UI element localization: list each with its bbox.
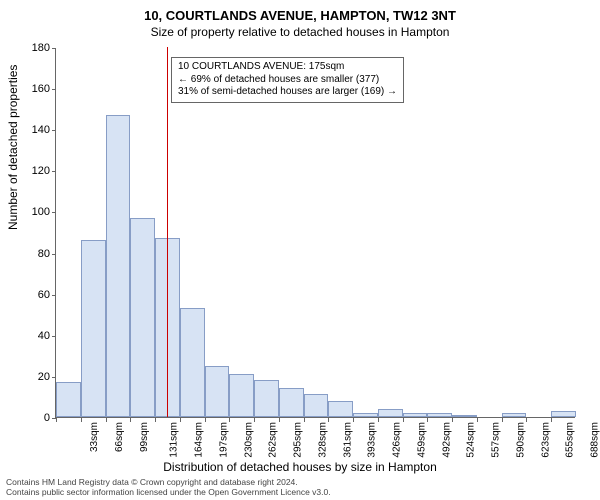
ytick-label: 40 <box>20 330 50 342</box>
xtick-label: 557sqm <box>491 422 502 458</box>
xtick-mark <box>279 418 280 422</box>
xtick-label: 197sqm <box>218 422 229 458</box>
histogram-bar <box>328 401 353 417</box>
xtick-label: 164sqm <box>194 422 205 458</box>
histogram-bar <box>81 240 106 417</box>
histogram-bar <box>205 366 230 417</box>
xtick-label: 623sqm <box>540 422 551 458</box>
xtick-mark <box>56 418 57 422</box>
xtick-label: 688sqm <box>590 422 600 458</box>
ytick-mark <box>52 377 56 378</box>
annotation-line: 10 COURTLANDS AVENUE: 175sqm <box>178 61 397 74</box>
reference-line <box>167 47 168 417</box>
annotation-box: 10 COURTLANDS AVENUE: 175sqm← 69% of det… <box>171 57 404 103</box>
histogram-bar <box>378 409 403 417</box>
xtick-label: 590sqm <box>516 422 527 458</box>
histogram-bar <box>56 382 81 417</box>
xtick-mark <box>526 418 527 422</box>
xtick-label: 492sqm <box>441 422 452 458</box>
ytick-mark <box>52 89 56 90</box>
histogram-bar <box>130 218 155 417</box>
footnote-line-2: Contains public sector information licen… <box>6 488 331 498</box>
xtick-mark <box>477 418 478 422</box>
annotation-line: ← 69% of detached houses are smaller (37… <box>178 74 397 87</box>
xtick-mark <box>81 418 82 422</box>
ytick-mark <box>52 254 56 255</box>
xtick-label: 33sqm <box>89 422 100 452</box>
histogram-bar <box>551 411 576 417</box>
histogram-bar <box>229 374 254 417</box>
xtick-label: 66sqm <box>114 422 125 452</box>
ytick-label: 60 <box>20 289 50 301</box>
histogram-bar <box>254 380 279 417</box>
histogram-bar <box>452 415 477 417</box>
xtick-mark <box>452 418 453 422</box>
annotation-line: 31% of semi-detached houses are larger (… <box>178 86 397 99</box>
histogram-bar <box>304 394 329 417</box>
ytick-label: 140 <box>20 124 50 136</box>
xtick-label: 328sqm <box>317 422 328 458</box>
y-axis-label: Number of detached properties <box>6 65 20 230</box>
ytick-mark <box>52 295 56 296</box>
ytick-label: 0 <box>20 412 50 424</box>
xtick-mark <box>502 418 503 422</box>
xtick-mark <box>205 418 206 422</box>
xtick-mark <box>403 418 404 422</box>
ytick-mark <box>52 336 56 337</box>
xtick-label: 393sqm <box>367 422 378 458</box>
footnote: Contains HM Land Registry data © Crown c… <box>6 478 331 498</box>
histogram-bar <box>502 413 527 417</box>
page-title: 10, COURTLANDS AVENUE, HAMPTON, TW12 3NT <box>0 0 600 23</box>
histogram-bar <box>403 413 428 417</box>
xtick-mark <box>378 418 379 422</box>
xtick-mark <box>254 418 255 422</box>
ytick-mark <box>52 130 56 131</box>
histogram-bar <box>279 388 304 417</box>
xtick-label: 295sqm <box>293 422 304 458</box>
ytick-label: 120 <box>20 165 50 177</box>
xtick-label: 459sqm <box>416 422 427 458</box>
histogram-bar <box>353 413 378 417</box>
xtick-mark <box>328 418 329 422</box>
histogram-bar <box>427 413 452 417</box>
ytick-label: 80 <box>20 248 50 260</box>
histogram-bar <box>180 308 205 417</box>
ytick-mark <box>52 171 56 172</box>
xtick-label: 655sqm <box>565 422 576 458</box>
xtick-label: 262sqm <box>268 422 279 458</box>
xtick-mark <box>229 418 230 422</box>
plot-area-wrap: 02040608010012014016018033sqm66sqm99sqm1… <box>55 48 575 418</box>
xtick-mark <box>353 418 354 422</box>
xtick-mark <box>304 418 305 422</box>
x-axis-label: Distribution of detached houses by size … <box>0 460 600 474</box>
xtick-label: 426sqm <box>392 422 403 458</box>
ytick-mark <box>52 212 56 213</box>
plot-area: 02040608010012014016018033sqm66sqm99sqm1… <box>55 48 575 418</box>
xtick-mark <box>155 418 156 422</box>
xtick-label: 131sqm <box>169 422 180 458</box>
page-subtitle: Size of property relative to detached ho… <box>0 25 600 39</box>
ytick-label: 100 <box>20 206 50 218</box>
xtick-mark <box>551 418 552 422</box>
xtick-label: 361sqm <box>342 422 353 458</box>
xtick-mark <box>106 418 107 422</box>
xtick-label: 230sqm <box>243 422 254 458</box>
chart-container: 10, COURTLANDS AVENUE, HAMPTON, TW12 3NT… <box>0 0 600 500</box>
histogram-bar <box>106 115 131 417</box>
xtick-label: 524sqm <box>466 422 477 458</box>
ytick-label: 20 <box>20 371 50 383</box>
xtick-mark <box>130 418 131 422</box>
xtick-mark <box>427 418 428 422</box>
ytick-label: 180 <box>20 42 50 54</box>
xtick-mark <box>180 418 181 422</box>
xtick-label: 99sqm <box>139 422 150 452</box>
ytick-label: 160 <box>20 83 50 95</box>
ytick-mark <box>52 48 56 49</box>
